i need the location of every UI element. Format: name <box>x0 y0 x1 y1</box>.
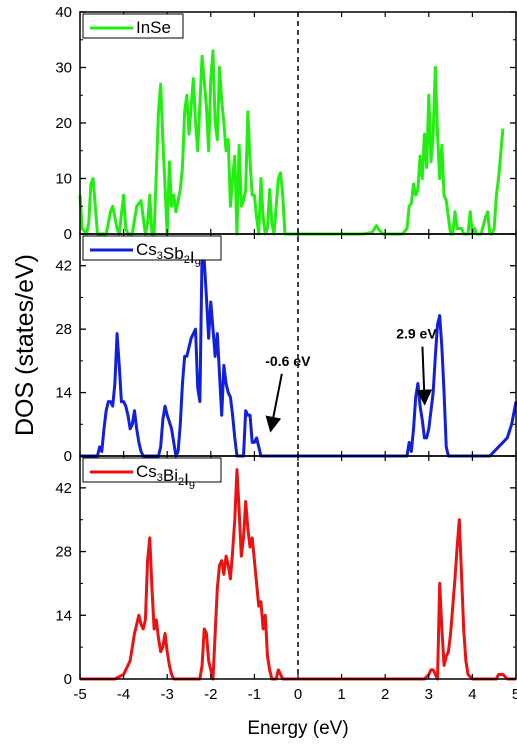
legend-box <box>82 235 222 261</box>
x-tick-label: -2 <box>204 686 217 703</box>
legend-label: InSe <box>136 18 171 37</box>
series-line <box>78 49 505 236</box>
y-tick-label: 40 <box>55 4 72 21</box>
panel-1: 0 10 20 30 40 InSe <box>55 4 517 243</box>
legend-1: InSe <box>82 13 184 39</box>
x-tick-label: 5 <box>512 686 517 703</box>
panel-2: 0 14 28 42 Cs3Sb2I9 <box>55 233 517 465</box>
x-tick-label: 1 <box>337 686 345 703</box>
y-tick-label: 28 <box>55 544 72 561</box>
y-axis-label: DOS (states/eV) <box>11 254 39 436</box>
y-tick-label: 20 <box>55 115 72 132</box>
y-tick-label: 42 <box>55 480 72 497</box>
annotation-label: -0.6 eV <box>265 353 311 369</box>
x-tick-label: -1 <box>248 686 261 703</box>
legend-box <box>82 13 184 39</box>
y-tick-label: 0 <box>64 671 72 688</box>
x-tick-label: -3 <box>161 686 174 703</box>
panel-3: 0 14 28 42 Cs3Bi2I9 <box>55 455 517 688</box>
y-tick-label: 0 <box>64 448 72 465</box>
y-tick-label: 30 <box>55 60 72 77</box>
legend-3: Cs3Bi2I9 <box>82 457 222 492</box>
annotation-arrow <box>416 346 433 406</box>
legend-2: Cs3Sb2I9 <box>82 235 222 270</box>
series-line <box>80 468 516 681</box>
annotation-arrow <box>265 373 283 433</box>
legend-label: Cs3Bi2I9 <box>136 462 195 492</box>
y-tick-label: 10 <box>55 171 72 188</box>
annotation-2: 2.9 eV <box>396 326 437 406</box>
x-axis-label: Energy (eV) <box>247 718 348 739</box>
x-axis-ticks: -5 -4 -3 -2 -1 0 1 2 3 4 5 <box>73 686 517 703</box>
legend-label: Cs3Sb2I9 <box>136 240 201 270</box>
x-tick-label: -5 <box>73 686 86 703</box>
y-tick-label: 42 <box>55 258 72 275</box>
x-tick-label: 3 <box>425 686 433 703</box>
annotation-label: 2.9 eV <box>396 326 437 342</box>
x-tick-label: 2 <box>381 686 389 703</box>
annotation-1: -0.6 eV <box>265 353 311 433</box>
y-tick-label: 14 <box>55 385 72 402</box>
y-tick-label: 0 <box>64 226 72 243</box>
y-tick-label: 14 <box>55 607 72 624</box>
panels-group: 0 10 20 30 40 InSe 0 14 28 42 Cs3Sb2I9 0 14 28 42 Cs3Bi… <box>55 4 517 688</box>
y-tick-label: 28 <box>55 321 72 338</box>
x-tick-label: -4 <box>117 686 130 703</box>
legend-box <box>82 457 222 483</box>
x-tick-label: 0 <box>294 686 302 703</box>
annotations-group: -0.6 eV 2.9 eV <box>265 326 437 433</box>
x-tick-label: 4 <box>468 686 476 703</box>
